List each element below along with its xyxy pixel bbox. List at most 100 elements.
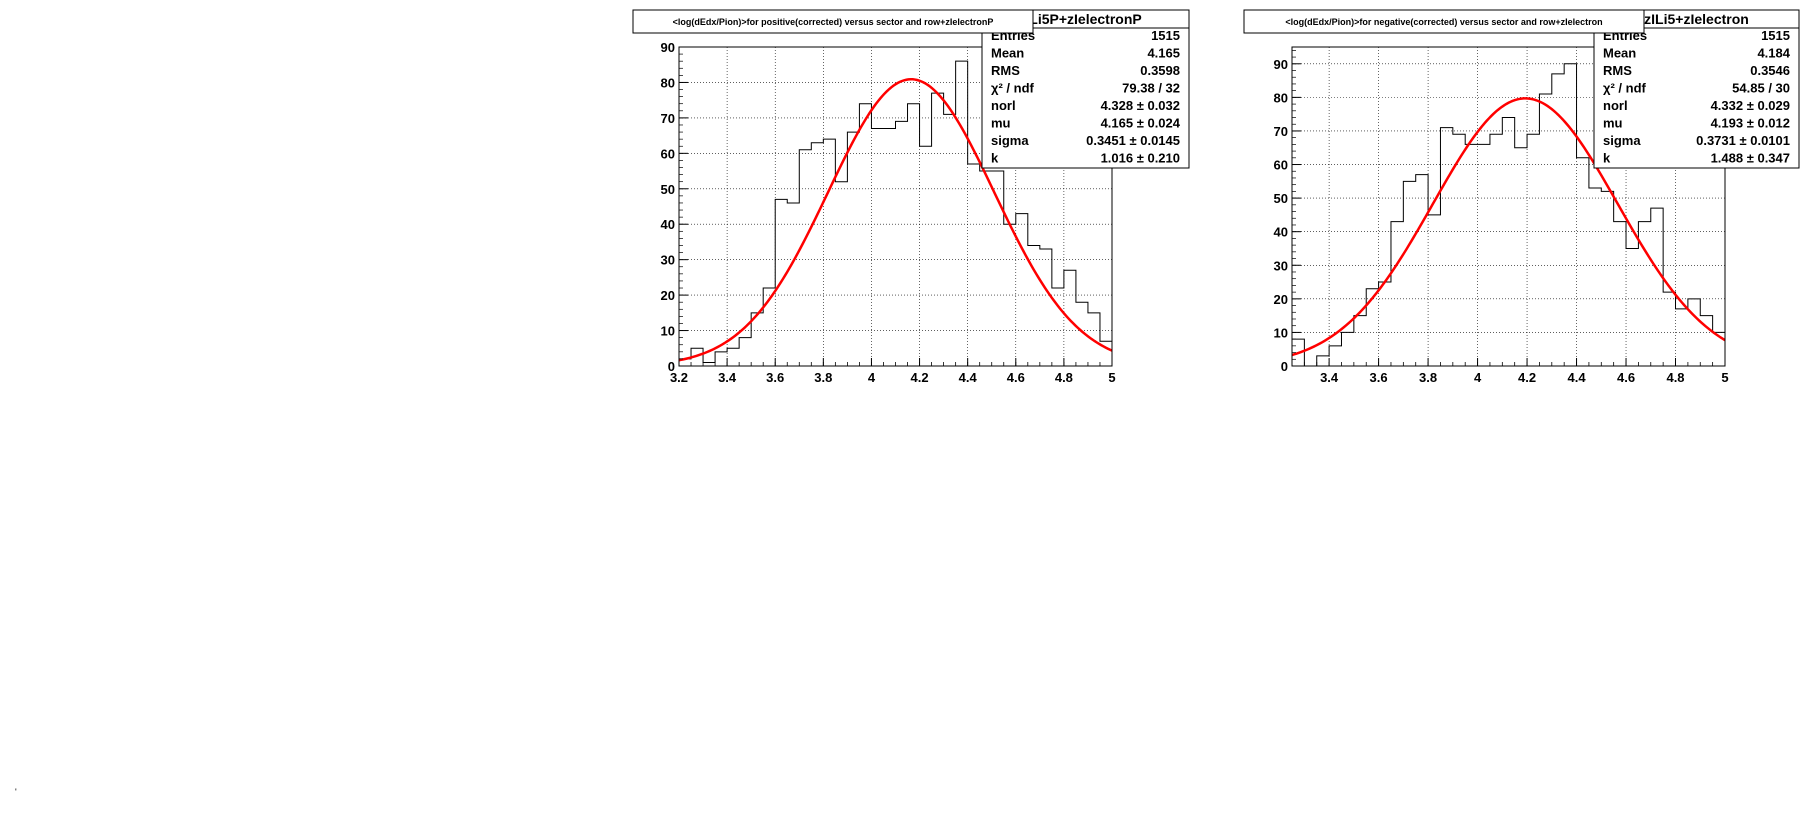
histogram-bin <box>1539 94 1551 366</box>
x-tick-label: 4.8 <box>1055 370 1073 385</box>
stats-label: χ² / ndf <box>1603 81 1647 96</box>
corner-stray-mark: ' <box>15 787 17 797</box>
stats-value: 0.3451 ± 0.0145 <box>1086 133 1180 148</box>
stats-value: 4.193 ± 0.012 <box>1711 116 1790 131</box>
stats-label: k <box>1603 151 1611 166</box>
x-tick-label: 3.8 <box>814 370 832 385</box>
stats-label: sigma <box>991 133 1029 148</box>
stats-label: sigma <box>1603 133 1641 148</box>
x-tick-label: 3.6 <box>766 370 784 385</box>
histogram-bin <box>1626 248 1638 366</box>
histogram-bin <box>944 114 956 366</box>
histogram-bin <box>1403 181 1415 366</box>
y-tick-label: 60 <box>1274 158 1288 173</box>
histogram-bin <box>980 171 992 366</box>
histogram-bin <box>1416 175 1428 366</box>
stats-value: 4.165 <box>1147 46 1180 61</box>
y-tick-label: 60 <box>661 146 675 161</box>
stats-value: 1.016 ± 0.210 <box>1101 151 1180 166</box>
stats-label: norl <box>1603 98 1628 113</box>
histogram-bin <box>1391 222 1403 366</box>
y-tick-label: 90 <box>1274 57 1288 72</box>
histogram-bin <box>1440 128 1452 366</box>
x-tick-label: 3.4 <box>718 370 737 385</box>
stats-value: 1515 <box>1761 28 1790 43</box>
x-tick-label: 5 <box>1108 370 1115 385</box>
y-tick-label: 80 <box>1274 90 1288 105</box>
histogram-bin <box>847 132 859 366</box>
plot-frame <box>1291 46 1726 367</box>
histogram-bin <box>1564 64 1576 366</box>
y-tick-label: 10 <box>1274 325 1288 340</box>
stats-box-title: zILi5+zIelectron <box>1644 11 1749 27</box>
histogram-bin <box>1354 316 1366 366</box>
stats-value: 4.332 ± 0.029 <box>1711 98 1790 113</box>
stats-label: χ² / ndf <box>991 81 1035 96</box>
histogram-bin <box>1614 222 1626 366</box>
stats-value: 4.184 <box>1757 46 1790 61</box>
histogram-bin <box>896 121 908 366</box>
stats-label: RMS <box>991 63 1020 78</box>
stats-box-title: Li5P+zIelectronP <box>1029 11 1141 27</box>
y-tick-label: 30 <box>661 253 675 268</box>
y-tick-label: 30 <box>1274 258 1288 273</box>
histogram-bin <box>859 104 871 366</box>
histogram-bin <box>715 352 727 366</box>
x-tick-label: 4.2 <box>911 370 929 385</box>
histogram-bin <box>908 104 920 366</box>
stats-value: 4.165 ± 0.024 <box>1101 116 1181 131</box>
y-tick-label: 90 <box>661 40 675 55</box>
histogram-bin <box>1490 134 1502 366</box>
histogram-bin <box>811 143 823 366</box>
stats-label: norl <box>991 98 1016 113</box>
stats-label: Mean <box>1603 46 1636 61</box>
histogram-bin <box>1502 118 1514 366</box>
x-tick-label: 4.4 <box>1568 370 1587 385</box>
histogram-bin <box>1329 346 1341 366</box>
histogram-bin <box>1016 214 1028 366</box>
histogram-bin <box>799 150 811 366</box>
x-tick-label: 4.4 <box>959 370 978 385</box>
x-tick-label: 4 <box>1474 370 1482 385</box>
histogram-bin <box>1040 249 1052 366</box>
histogram-bin <box>727 348 739 366</box>
histogram-bin <box>739 338 751 366</box>
x-tick-label: 4 <box>868 370 876 385</box>
histogram-bin <box>835 182 847 366</box>
histogram-bin <box>920 146 932 366</box>
histogram-bin <box>1478 144 1490 366</box>
histogram-bin <box>956 61 968 366</box>
x-tick-label: 3.8 <box>1419 370 1437 385</box>
x-tick-label: 3.2 <box>670 370 688 385</box>
title-box <box>1243 9 1645 34</box>
histogram-bin <box>1515 148 1527 366</box>
stats-value: 4.328 ± 0.032 <box>1101 98 1180 113</box>
stats-box <box>981 9 1190 169</box>
histogram-bin <box>1453 134 1465 366</box>
stats-value: 54.85 / 30 <box>1732 81 1790 96</box>
y-tick-label: 20 <box>661 288 675 303</box>
histogram-panel-positive: 3.2 3.4 3.6 3.8 4 4.2 4.4 4.6 4.8 501020304050607… <box>632 9 1190 385</box>
histogram-bin <box>1341 332 1353 366</box>
stats-value: 0.3731 ± 0.0101 <box>1696 133 1790 148</box>
chart-title: <log(dEdx/Pion)>for positive(corrected) … <box>673 17 994 27</box>
histogram-panel-negative: 3.4 3.6 3.8 4 4.2 4.4 4.6 4.8 501020304050607080… <box>1243 9 1800 385</box>
stats-box <box>1593 9 1800 169</box>
title-box <box>632 9 1034 34</box>
stats-label: Mean <box>991 46 1024 61</box>
x-tick-label: 4.2 <box>1518 370 1536 385</box>
histogram-bin <box>1428 215 1440 366</box>
histogram-bin <box>932 93 944 366</box>
fit-curve <box>678 78 1113 362</box>
y-tick-label: 40 <box>661 217 675 232</box>
x-tick-label: 3.6 <box>1370 370 1388 385</box>
stats-value: 0.3598 <box>1140 63 1180 78</box>
histogram-bin <box>1366 289 1378 366</box>
y-tick-label: 10 <box>661 324 675 339</box>
histogram-bin <box>1601 191 1613 366</box>
y-tick-label: 0 <box>668 359 675 374</box>
histogram-bin <box>1577 158 1589 366</box>
x-tick-label: 3.4 <box>1320 370 1339 385</box>
stats-label: mu <box>991 116 1011 131</box>
